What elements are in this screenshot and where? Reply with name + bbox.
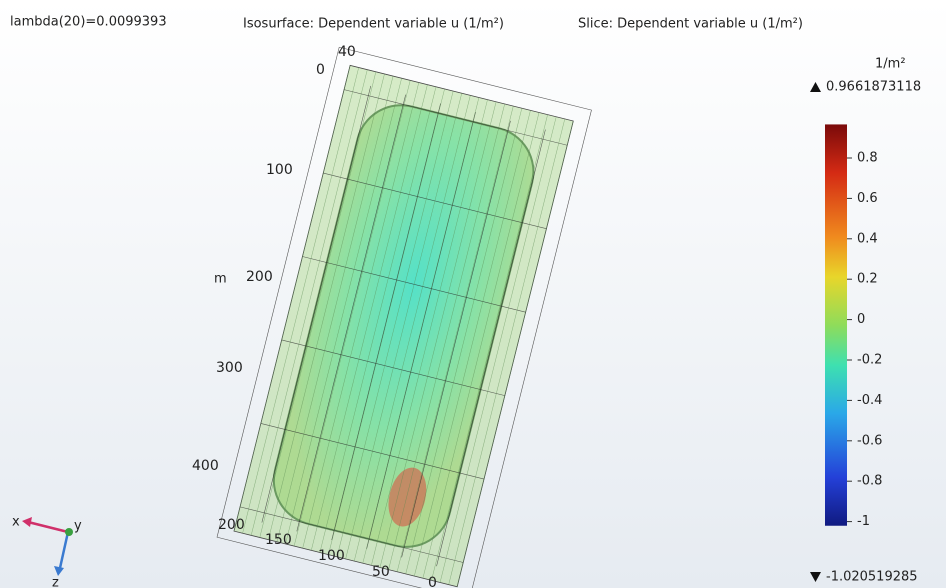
colorbar-tick-label: 0.4 [857,231,878,246]
axis-unit: m [214,272,227,287]
axis-tick: 200 [218,517,245,533]
colorbar-tick-label: 0.6 [857,191,878,206]
axis-tick: 0 [316,62,325,78]
axis-tick: 200 [246,269,273,285]
axis-tick: 40 [338,44,356,60]
triad-label: x [12,515,20,530]
colorbar-tick-label: -0.2 [857,353,882,368]
colorbar-min: -1.020519285 [826,570,918,585]
slice-label: Slice: Dependent variable u (1/m²) [578,17,803,32]
colorbar-tick-label: 0.8 [857,151,878,166]
colorbar-tick-label: -1 [857,514,870,529]
axis-tick: 100 [318,548,345,564]
colorbar-tick-label: -0.4 [857,393,882,408]
axis-tick: 0 [428,575,437,588]
axis-tick: 400 [192,458,219,474]
colorbar-tick-label: 0 [857,312,865,327]
parameter-label: lambda(20)=0.0099393 [10,15,167,30]
axis-tick: 300 [216,360,243,376]
triad-y [65,528,73,536]
colorbar-max: 0.9661873118 [826,80,921,95]
colorbar-tick-label: -0.8 [857,474,882,489]
isosurface-label: Isosurface: Dependent variable u (1/m²) [243,17,504,32]
axis-tick: 50 [372,564,390,580]
page: {"header": {"parameter": "lambda(20)=0.0… [0,0,946,588]
axis-tick: 100 [266,162,293,178]
colorbar-tick-label: 0.2 [857,272,878,287]
plot-window: lambda(20)=0.0099393 Isosurface: Depende… [0,0,946,588]
colorbar-unit: 1/m² [875,57,906,72]
colorbar-tick-label: -0.6 [857,433,882,448]
triad-label: z [52,576,59,588]
triad-label: y [74,519,82,534]
axis-tick: 150 [265,532,292,548]
colorbar-gradient [825,124,847,525]
